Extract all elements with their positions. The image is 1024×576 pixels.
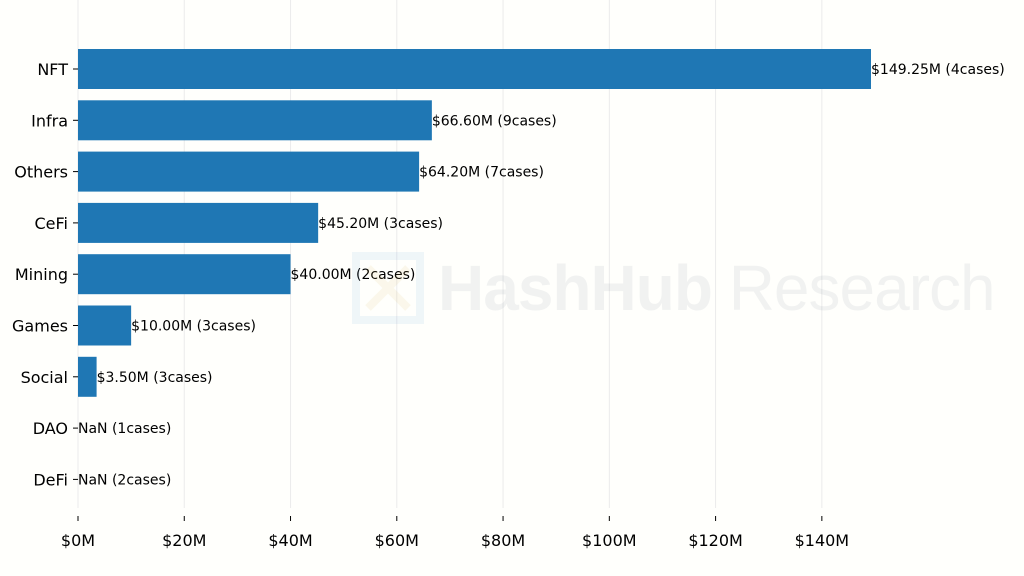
bar-cefi [78, 202, 319, 243]
x-tick-label: $60M [375, 531, 419, 550]
y-tick-label: NFT [37, 60, 68, 79]
data-labels: $149.25M (4cases) $66.60M (9cases) $64.20M… [78, 62, 1005, 488]
data-label: $45.20M (3cases) [318, 216, 443, 232]
data-label: $40.00M (2cases) [291, 267, 416, 283]
bar-social [78, 356, 97, 397]
y-tick-label: Games [12, 317, 68, 336]
y-tick-label: Others [14, 163, 68, 182]
y-tick-label: CeFi [35, 214, 69, 233]
y-tick-label: DAO [33, 419, 68, 438]
x-tick-label: $0M [61, 531, 95, 550]
x-tick-label: $40M [268, 531, 312, 550]
bar-others [78, 151, 420, 192]
x-tick-label: $120M [688, 531, 743, 550]
x-tick-label: $20M [162, 531, 206, 550]
data-label: $66.60M (9cases) [432, 113, 557, 129]
x-axis: $0M $20M $40M $60M $80M $100M $120M $140M [61, 516, 849, 550]
data-label: NaN (1cases) [78, 421, 171, 437]
y-tick-label: Infra [31, 111, 68, 130]
data-label: $149.25M (4cases) [871, 62, 1005, 78]
bar-nft [78, 49, 871, 89]
bar-mining [78, 254, 291, 295]
x-tick-label: $80M [481, 531, 525, 550]
y-tick-label: Social [21, 368, 68, 387]
data-label: $3.50M (3cases) [97, 370, 213, 386]
y-tick-label: Mining [15, 265, 68, 284]
data-label: NaN (2cases) [78, 472, 171, 488]
y-tick-label: DeFi [33, 470, 68, 489]
y-axis: NFT Infra Others CeFi Mining Games Social DAO De… [12, 60, 78, 489]
bar-games [78, 305, 132, 346]
bar-infra [78, 100, 432, 141]
x-tick-label: $100M [582, 531, 637, 550]
x-tick-label: $140M [795, 531, 850, 550]
data-label: $64.20M (7cases) [419, 165, 544, 181]
bars [78, 49, 871, 397]
data-label: $10.00M (3cases) [131, 319, 256, 335]
